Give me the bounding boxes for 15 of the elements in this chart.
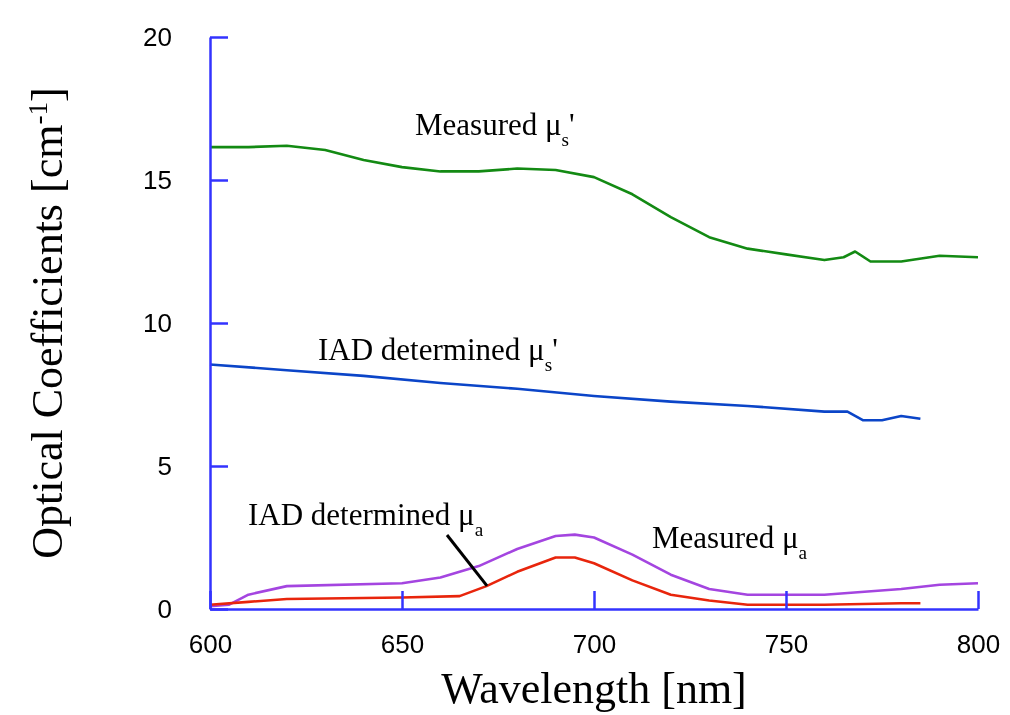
x-tick-label: 800 [956, 629, 1001, 660]
y-tick-label: 0 [157, 593, 172, 624]
series-label: Measured μ$_{s}$' [415, 107, 575, 150]
series-label: IAD determined μ$_{a}$ [248, 497, 484, 540]
x-tick-label: 600 [188, 629, 233, 660]
y-tick-label: 10 [143, 307, 172, 338]
x-tick-label: 750 [764, 629, 809, 660]
x-tick-label: 700 [572, 629, 617, 660]
x-axis-title: Wavelength [nm] [441, 664, 747, 713]
y-tick-label: 5 [157, 450, 172, 481]
y-tick-label: 20 [143, 21, 172, 52]
series-label: IAD determined μ$_{s}$' [318, 332, 558, 375]
y-tick-label: 15 [143, 164, 172, 195]
series-label: Measured μ$_{a}$ [652, 520, 808, 563]
x-tick-label: 650 [380, 629, 425, 660]
